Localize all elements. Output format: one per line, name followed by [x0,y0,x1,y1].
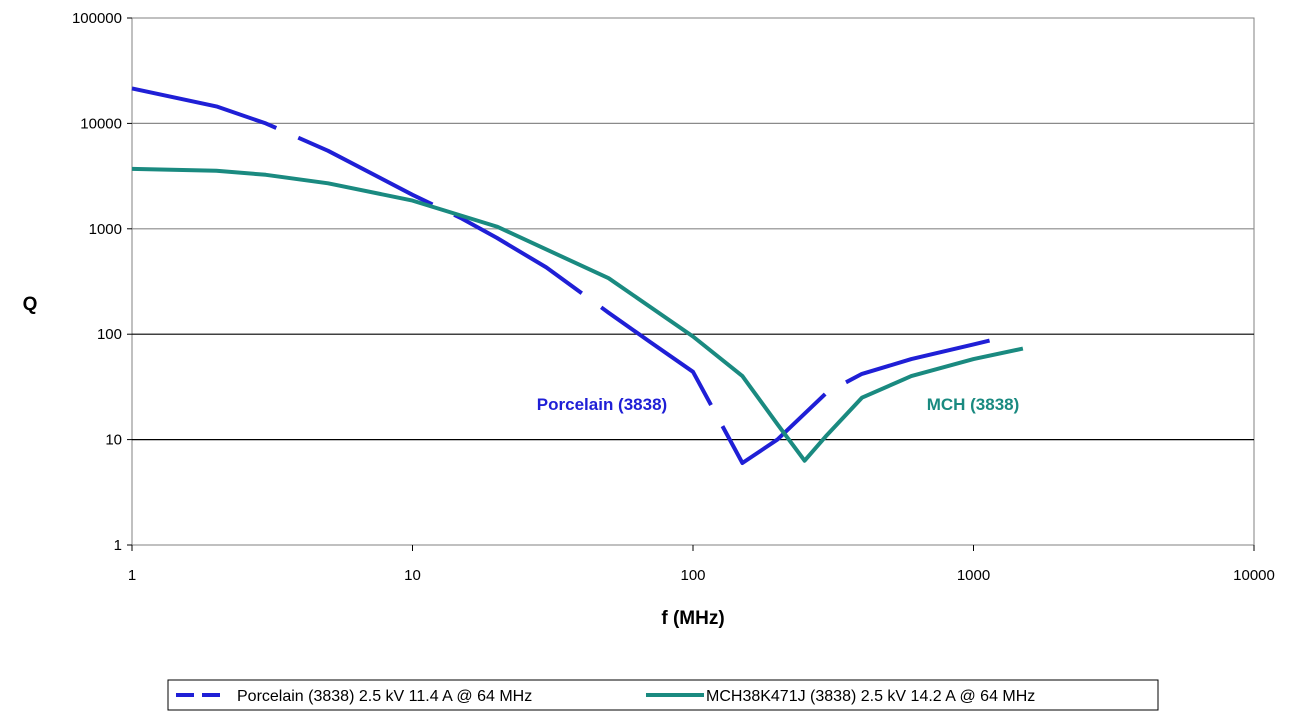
y-tick-label: 1000 [89,221,122,238]
x-tick-label: 1000 [957,567,990,584]
plot-area [131,17,1255,546]
x-tick-label: 1 [128,567,136,584]
annotation-porcelain: Porcelain (3838) [537,395,667,414]
y-axis-title: Q [23,294,38,315]
legend-label-mch: MCH38K471J (3838) 2.5 kV 14.2 A @ 64 MHz [706,688,1035,705]
gridlines [127,17,1255,551]
series-line-mch [131,166,1024,463]
x-tick-label: 10 [404,567,421,584]
series-lines [131,86,1024,465]
y-tick-label: 100 [97,326,122,343]
x-tick-label: 10000 [1233,567,1275,584]
y-tick-label: 10 [105,432,122,449]
y-tick-label: 10000 [80,115,122,132]
x-tick-labels: 1 10 100 1000 10000 [128,567,1275,584]
y-tick-label: 1 [114,537,122,554]
annotation-mch: MCH (3838) [927,395,1020,414]
legend: Porcelain (3838) 2.5 kV 11.4 A @ 64 MHz … [167,679,1159,711]
y-tick-label: 100000 [72,10,122,27]
series-line-porcelain [131,86,1011,465]
y-tick-labels: 1 10 100 1000 10000 100000 [72,10,122,554]
legend-label-porcelain: Porcelain (3838) 2.5 kV 11.4 A @ 64 MHz [237,688,532,705]
x-tick-label: 100 [680,567,705,584]
x-axis-title: f (MHz) [661,608,724,629]
